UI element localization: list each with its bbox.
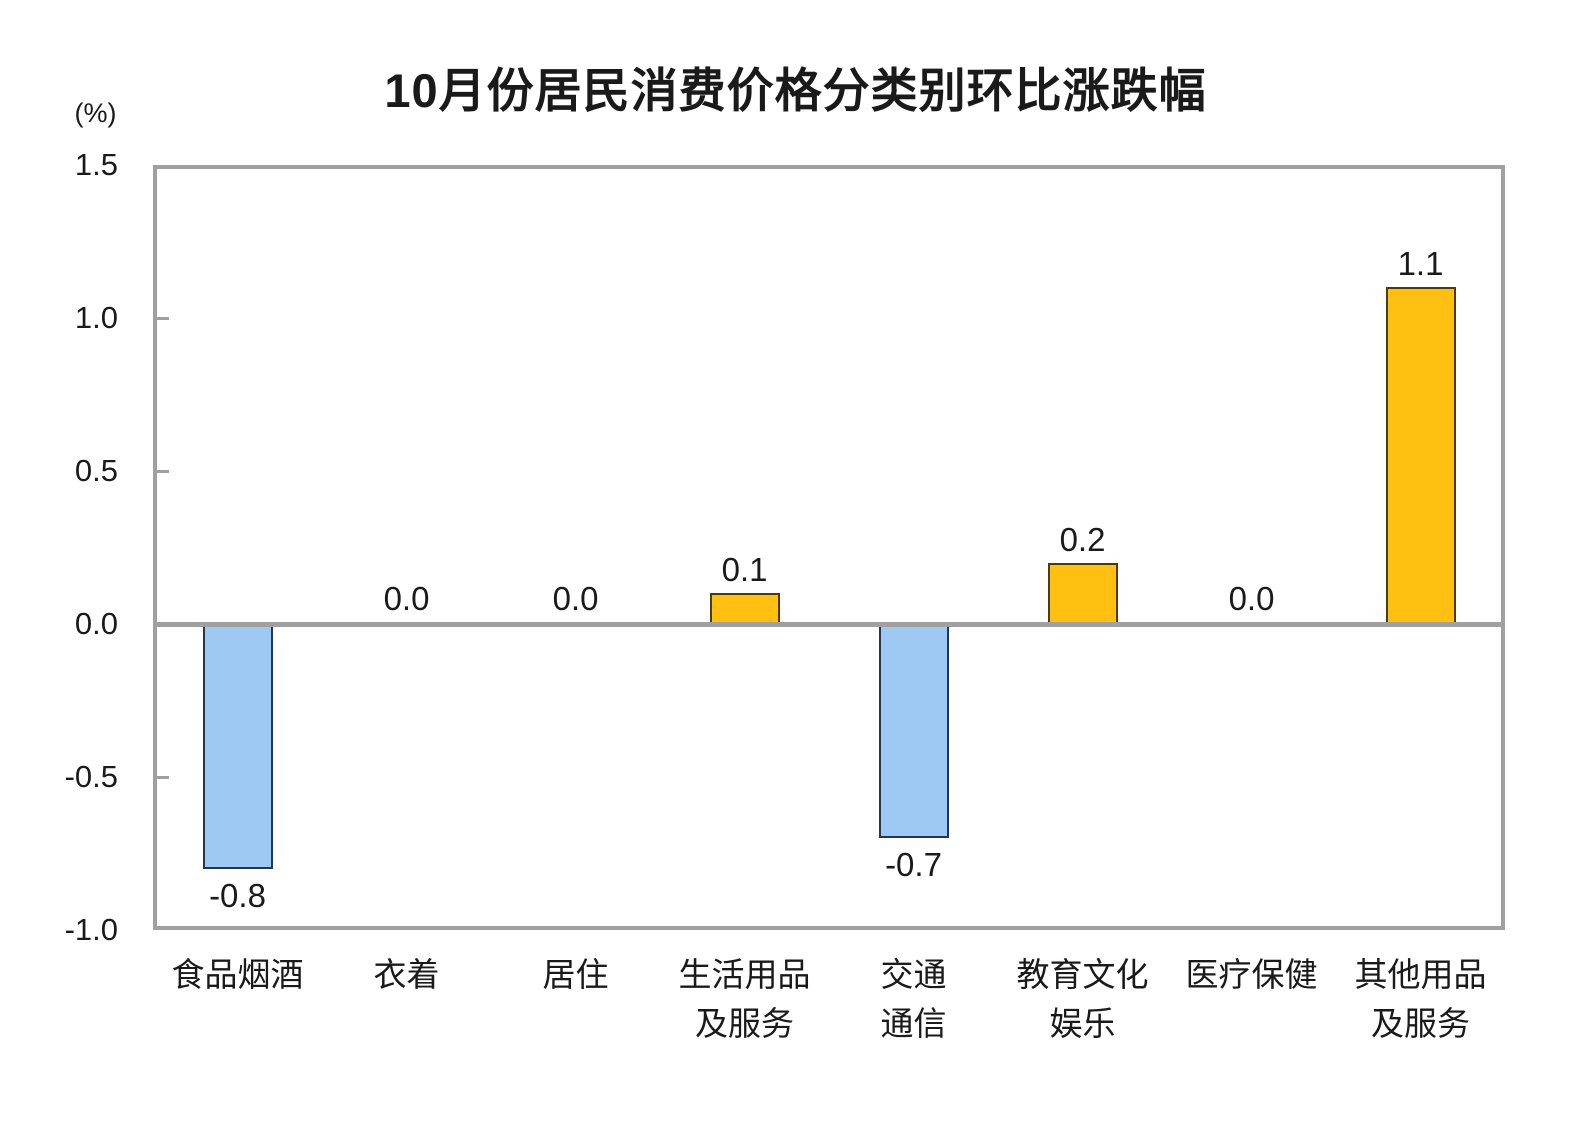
x-category-label-line: 及服务 — [1371, 1005, 1470, 1042]
y-tick-label: -1.0 — [64, 912, 118, 947]
x-category-label: 食品烟酒 — [153, 950, 322, 999]
x-category-label-line: 其他用品 — [1354, 956, 1487, 993]
x-category-label-line: 医疗保健 — [1185, 956, 1318, 993]
plot-area — [153, 165, 1505, 930]
y-tick-mark — [157, 775, 169, 779]
y-tick-label: 1.0 — [74, 300, 118, 335]
y-tick-label: 1.5 — [74, 147, 118, 182]
y-tick-label: -0.5 — [64, 759, 118, 794]
x-category-label: 生活用品 及服务 — [660, 950, 829, 1048]
x-category-label: 教育文化 娱乐 — [998, 950, 1167, 1048]
chart-title: 10月份居民消费价格分类别环比涨跌幅 — [384, 64, 1207, 117]
x-category-label-line: 食品烟酒 — [171, 956, 304, 993]
y-axis-unit-label: (%) — [74, 98, 117, 128]
bar-positive — [1385, 287, 1456, 624]
x-category-label-line: 教育文化 — [1016, 956, 1149, 993]
bar-value-label: -0.7 — [885, 846, 942, 884]
x-category-label-line: 衣着 — [373, 956, 440, 993]
y-tick-label: 0.5 — [74, 453, 118, 488]
bar-negative — [878, 624, 949, 839]
bar-value-label: 0.0 — [1228, 580, 1275, 617]
x-category-label: 医疗保健 — [1167, 950, 1336, 999]
bar-positive — [709, 593, 780, 624]
x-category-label-line: 生活用品 — [678, 956, 811, 993]
bar-value-label: 0.1 — [721, 551, 768, 589]
bar-value-label: 1.1 — [1397, 245, 1444, 283]
x-category-label-line: 交通 — [880, 956, 947, 993]
bar-value-label: 0.2 — [1059, 520, 1106, 558]
x-category-label: 交通 通信 — [829, 950, 998, 1048]
x-category-label-line: 居住 — [542, 956, 609, 993]
y-tick-label: 0.0 — [74, 606, 118, 641]
bar-value-label: 0.0 — [552, 580, 599, 617]
x-category-label: 居住 — [491, 950, 660, 999]
bar-value-label: 0.0 — [383, 580, 430, 617]
x-category-label: 其他用品 及服务 — [1336, 950, 1505, 1048]
zero-axis-line — [153, 621, 1505, 627]
bar-positive — [1047, 562, 1118, 624]
bar-value-label: -0.8 — [209, 876, 266, 914]
y-tick-mark — [157, 469, 169, 473]
x-category-label-line: 通信 — [880, 1005, 947, 1042]
bar-negative — [202, 624, 273, 869]
x-category-label-line: 及服务 — [695, 1005, 794, 1042]
x-category-label-line: 娱乐 — [1049, 1005, 1116, 1042]
x-category-label: 衣着 — [322, 950, 491, 999]
y-tick-mark — [157, 316, 169, 320]
